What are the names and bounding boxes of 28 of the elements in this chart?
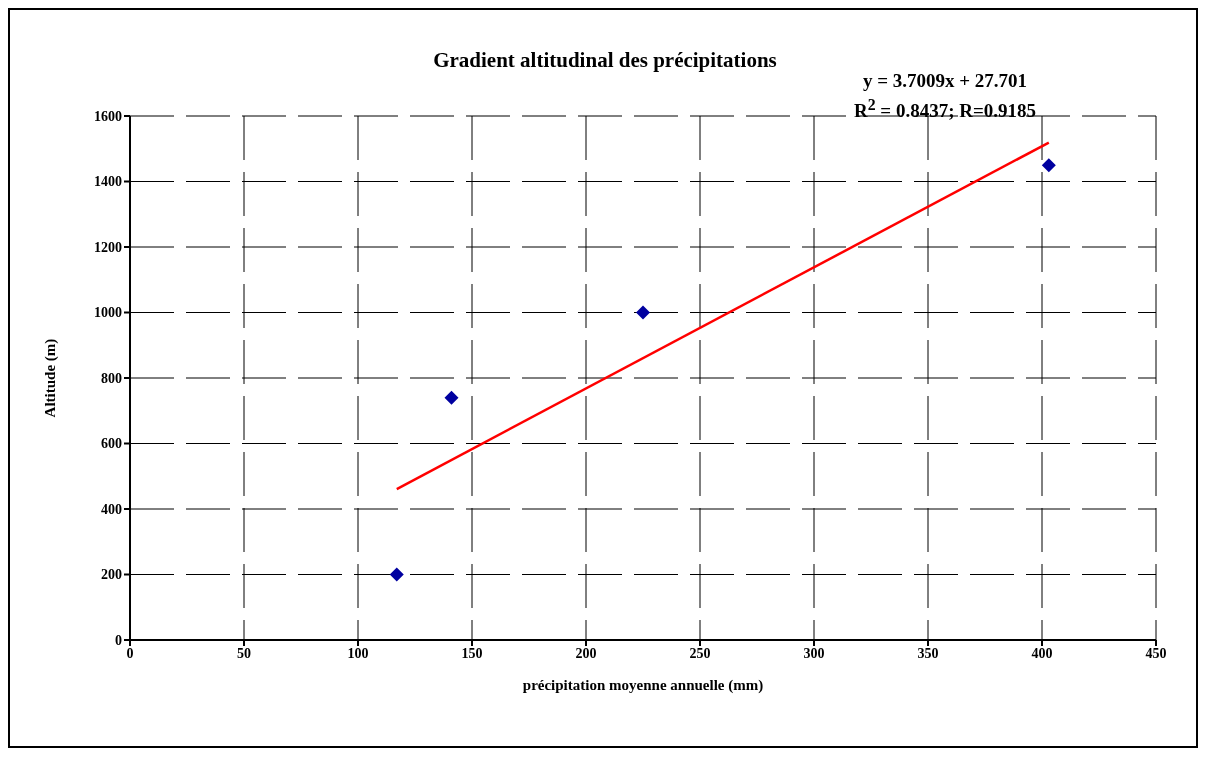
point (444, 390, 459, 405)
point (1041, 158, 1056, 173)
x-tick-label: 350 (917, 645, 939, 661)
y-tick-label: 1400 (94, 174, 122, 190)
point (389, 567, 404, 582)
x-tick-label: 450 (1145, 645, 1167, 661)
x-tick-label: 250 (689, 645, 711, 661)
y-tick-label: 200 (101, 567, 122, 583)
x-tick-label: 50 (237, 645, 251, 661)
x-tick-label: 400 (1031, 645, 1053, 661)
y-tick-label: 1000 (94, 305, 122, 321)
text: y = 3.7009x + 27.701 (861, 70, 1029, 92)
x-tick-label: 150 (461, 645, 483, 661)
y-tick-label: 1600 (94, 108, 122, 124)
y-tick-label: 800 (101, 370, 122, 386)
chart-title: Gradient altitudinal des précipitations (433, 48, 777, 72)
y-axis-title: Altitude (m) (42, 338, 60, 418)
x-tick-label: 200 (575, 645, 597, 661)
x-tick-label: 100 (347, 645, 369, 661)
y-tick-label: 600 (101, 436, 122, 452)
x-tick-label: 300 (803, 645, 825, 661)
y-tick-label: 0 (115, 632, 122, 648)
annotation: R$^{2}$ = 0.8437; R=0.9185 (852, 96, 1038, 123)
y-tick-label: 400 (101, 501, 122, 517)
y-tick-label: 1200 (94, 239, 122, 255)
point (636, 305, 650, 320)
x-tick-label: 0 (126, 645, 134, 661)
x-axis-title: précipitation moyenne annuelle (mm) (522, 677, 764, 694)
